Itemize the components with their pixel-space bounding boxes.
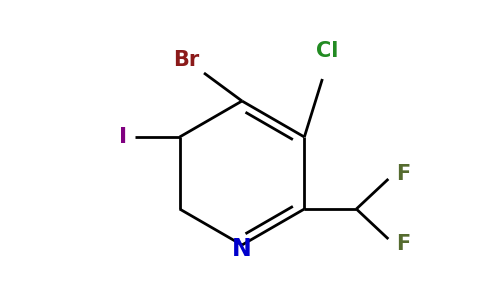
- Text: Br: Br: [173, 50, 199, 70]
- Text: F: F: [396, 234, 410, 254]
- Text: Cl: Cl: [316, 41, 338, 61]
- Text: I: I: [119, 127, 127, 147]
- Text: N: N: [232, 237, 252, 261]
- Text: F: F: [396, 164, 410, 184]
